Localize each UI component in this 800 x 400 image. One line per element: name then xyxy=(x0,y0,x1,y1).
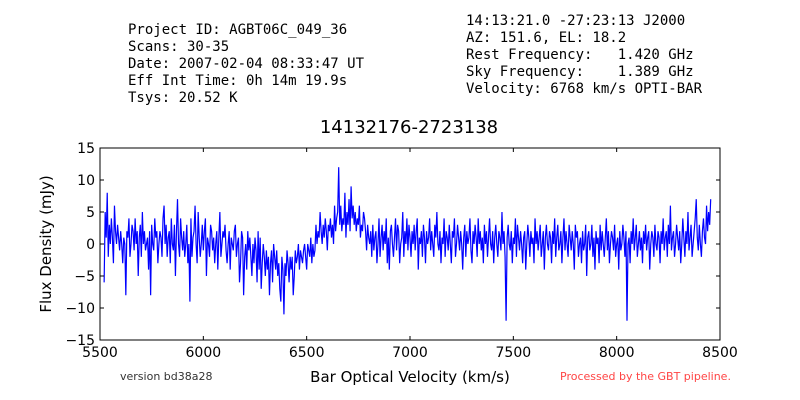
spectrum-series-line xyxy=(103,167,712,321)
rest-frequency-text: Rest Frequency: 1.420 GHz xyxy=(466,47,694,63)
x-tick-label: 8500 xyxy=(702,345,738,361)
project-id-text: Project ID: AGBT06C_049_36 xyxy=(128,22,348,38)
x-axis-label: Bar Optical Velocity (km/s) xyxy=(310,368,510,386)
velocity-text: Velocity: 6768 km/s OPTI-BAR xyxy=(466,81,703,97)
x-tick-label: 8000 xyxy=(599,345,635,361)
header-right-info: 14:13:21.0 -27:23:13 J2000 AZ: 151.6, EL:… xyxy=(466,13,702,98)
y-axis-label: Flux Density (mJy) xyxy=(37,175,55,312)
date-text: Date: 2007-02-04 08:33:47 UT xyxy=(128,56,365,72)
x-tick-label: 6000 xyxy=(186,345,222,361)
y-tick-label: −15 xyxy=(65,333,95,349)
eff-int-time-text: Eff Int Time: 0h 14m 19.9s xyxy=(128,73,348,89)
x-tick-label: 5500 xyxy=(82,345,118,361)
scans-text: Scans: 30-35 xyxy=(128,39,230,55)
az-el-text: AZ: 151.6, EL: 18.2 xyxy=(466,30,627,46)
y-tick-label: −10 xyxy=(65,301,95,317)
chart-title: 14132176-2723138 xyxy=(320,117,498,138)
processed-by-text: Processed by the GBT pipeline. xyxy=(560,370,731,383)
y-tick-label: 10 xyxy=(77,173,95,189)
coordinates-text: 14:13:21.0 -27:23:13 J2000 xyxy=(466,13,686,29)
version-text: version bd38a28 xyxy=(120,370,213,383)
plot-area: 5500 6000 6500 7000 7500 8000 8500 −15 −10 −5 0 5 10… xyxy=(65,141,737,361)
y-tick-label: 15 xyxy=(77,141,95,157)
y-tick-label: 0 xyxy=(86,237,95,253)
x-tick-label: 7000 xyxy=(392,345,428,361)
y-tick-label: 5 xyxy=(86,205,95,221)
tsys-text: Tsys: 20.52 K xyxy=(128,90,238,106)
sky-frequency-text: Sky Frequency: 1.389 GHz xyxy=(466,64,694,80)
y-tick-label: −5 xyxy=(74,269,95,285)
header-left-info: Project ID: AGBT06C_049_36 Scans: 30-35 Da… xyxy=(128,22,364,107)
x-tick-label: 7500 xyxy=(496,345,532,361)
x-tick-label: 6500 xyxy=(289,345,325,361)
